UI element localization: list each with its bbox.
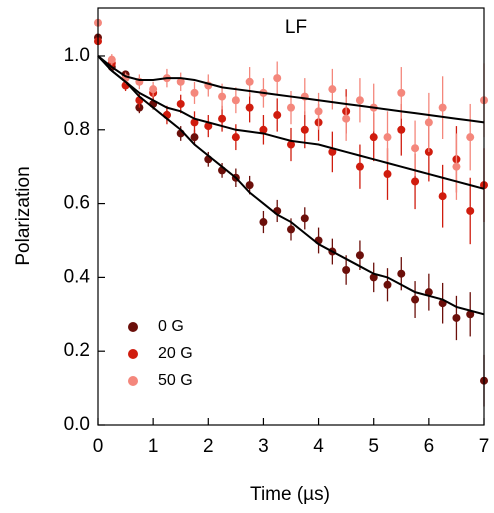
- y-tick-label: 0.2: [64, 340, 90, 361]
- data-point: [190, 88, 199, 97]
- data-point: [397, 88, 406, 97]
- data-point: [397, 269, 406, 278]
- data-point: [314, 107, 323, 116]
- data-point: [452, 313, 461, 322]
- fit-line: [97, 55, 485, 316]
- data-point: [438, 103, 447, 112]
- data-point: [245, 77, 254, 86]
- data-point: [107, 55, 116, 64]
- data-point: [245, 181, 254, 190]
- data-point: [424, 118, 433, 127]
- data-point: [355, 251, 364, 260]
- data-point: [190, 118, 199, 127]
- x-tick-label: 6: [424, 436, 435, 457]
- data-point: [176, 99, 185, 108]
- legend-label: 0 G: [158, 318, 184, 335]
- data-point: [466, 310, 475, 319]
- legend-label: 20 G: [158, 345, 193, 362]
- x-tick-label: 7: [479, 436, 490, 457]
- data-point: [231, 96, 240, 105]
- data-point: [176, 77, 185, 86]
- plot-frame: [97, 7, 485, 426]
- data-point: [204, 122, 213, 131]
- fit-line: [97, 55, 485, 190]
- data-point: [218, 114, 227, 123]
- data-point: [397, 125, 406, 134]
- legend-marker: [128, 322, 138, 332]
- data-point: [383, 170, 392, 179]
- y-tick-label: 0.0: [64, 414, 90, 435]
- data-point: [149, 85, 158, 94]
- data-point: [355, 96, 364, 105]
- data-point: [411, 144, 420, 153]
- y-tick-label: 1.0: [64, 45, 90, 66]
- data-point: [466, 206, 475, 215]
- data-point: [438, 192, 447, 201]
- chart-title: LF: [285, 17, 307, 38]
- data-point: [273, 111, 282, 120]
- data-point: [328, 147, 337, 156]
- data-point: [190, 133, 199, 142]
- y-axis-label: Polarization: [13, 166, 34, 265]
- data-point: [231, 133, 240, 142]
- legend-marker: [128, 349, 138, 359]
- data-point: [342, 266, 351, 275]
- data-point: [466, 133, 475, 142]
- data-point: [411, 177, 420, 186]
- data-point: [287, 103, 295, 112]
- x-tick-label: 5: [368, 436, 379, 457]
- data-point: [300, 214, 309, 223]
- data-point: [383, 280, 392, 289]
- x-tick-label: 2: [203, 436, 214, 457]
- data-point: [273, 74, 282, 83]
- data-point: [355, 162, 364, 171]
- y-tick-label: 0.4: [64, 266, 91, 287]
- data-point: [287, 225, 295, 234]
- legend-label: 50 G: [158, 372, 193, 389]
- data-point: [300, 125, 309, 134]
- data-point: [342, 114, 351, 123]
- data-point: [369, 133, 378, 142]
- data-point: [218, 92, 227, 101]
- data-point: [411, 295, 420, 304]
- x-tick-label: 0: [93, 436, 104, 457]
- data-point: [259, 218, 268, 227]
- y-tick-label: 0.6: [64, 193, 90, 214]
- data-point: [383, 133, 392, 142]
- data-point: [328, 85, 337, 94]
- x-tick-label: 1: [148, 436, 159, 457]
- y-tick-label: 0.8: [64, 119, 90, 140]
- legend-marker: [128, 376, 138, 386]
- data-point: [424, 288, 433, 297]
- x-tick-label: 3: [258, 436, 269, 457]
- data-point: [287, 140, 295, 149]
- data-point: [259, 125, 268, 134]
- x-tick-label: 4: [313, 436, 324, 457]
- data-point: [245, 103, 254, 112]
- fit-line: [97, 55, 485, 124]
- x-axis-label: Time (µs): [250, 484, 330, 505]
- data-point: [452, 162, 461, 171]
- data-point: [369, 273, 378, 282]
